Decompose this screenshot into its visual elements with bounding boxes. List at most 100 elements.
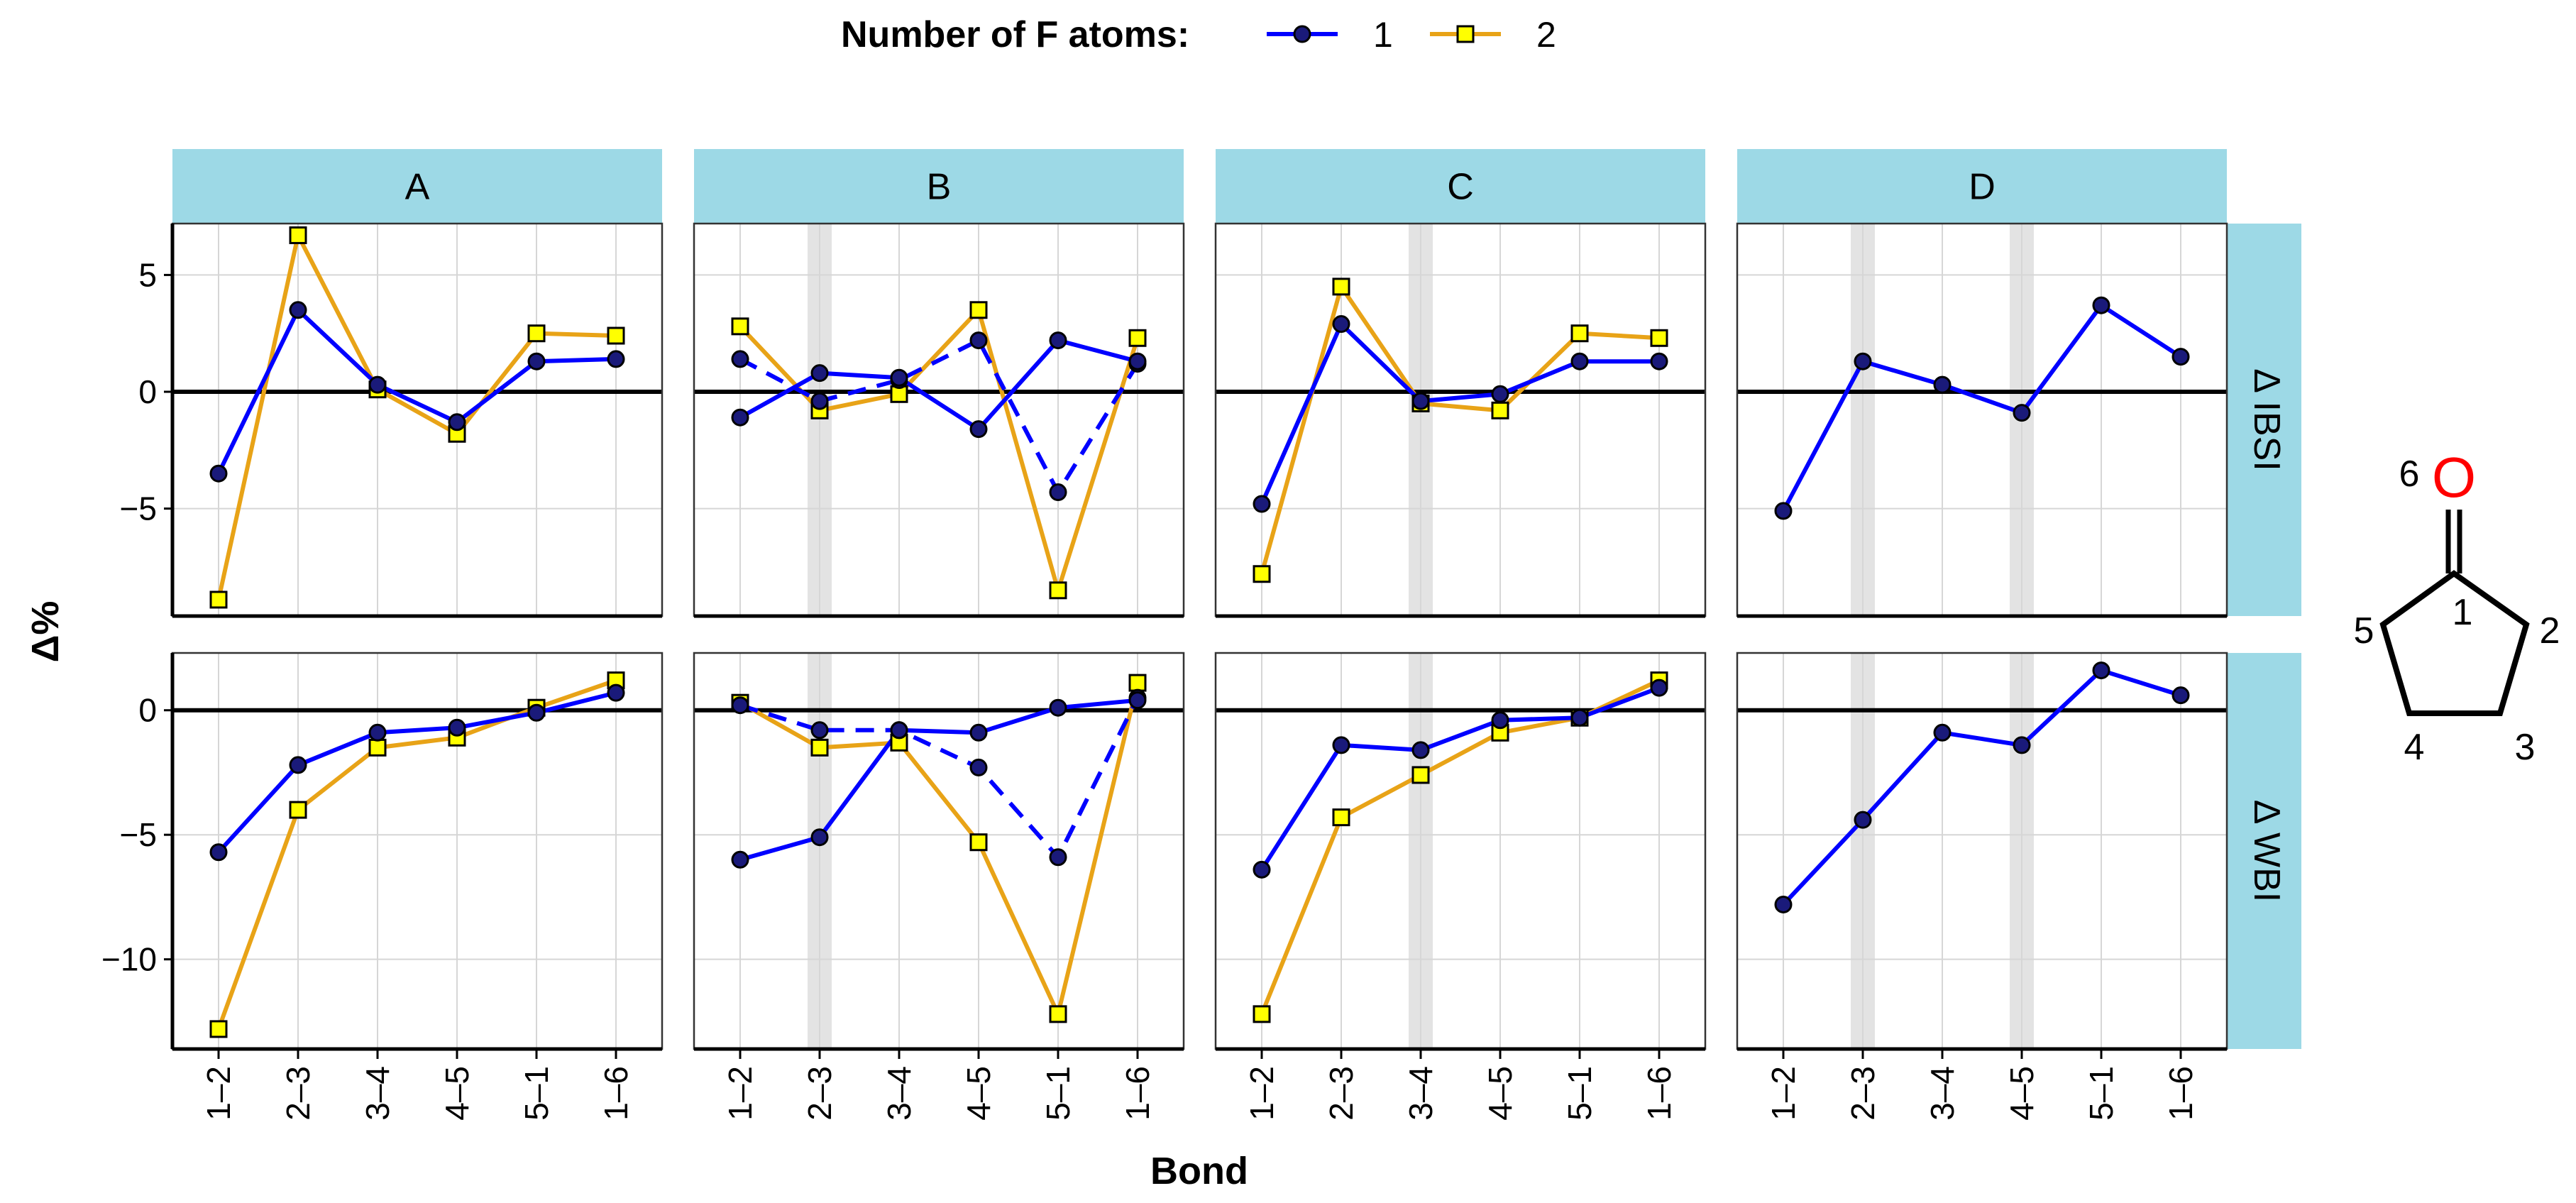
x-tick-label: 3–4 [1402,1066,1439,1121]
data-point-2 [810,738,829,757]
data-point-1 [810,721,829,740]
x-tick-label: 1–2 [1243,1066,1280,1121]
data-point-1 [368,375,387,394]
series-line-2 [216,233,617,600]
data-point-1 [1650,679,1668,697]
data-point-1 [1253,860,1271,879]
y-axis-title: Δ% [24,601,67,663]
data-point-1 [1049,331,1067,350]
x-tick-label: 5–1 [518,1066,555,1121]
data-point-2 [289,226,307,244]
data-point-1 [1650,352,1668,370]
data-point-1 [448,413,466,432]
data-point-2 [289,801,307,819]
data-point-1 [527,352,546,370]
data-point-1 [731,850,749,869]
data-point-1 [1332,315,1350,334]
legend: Number of F atoms: 1 2 [841,14,1556,55]
series-line-1 [739,698,1138,862]
x-tick-label: 1–2 [722,1066,759,1121]
panel-c-0 [1214,222,1707,618]
series-line-1 [216,307,617,475]
series-line-1 [216,691,617,854]
row-strip-0 [2227,224,2301,616]
x-tick-label: 5–1 [2083,1066,2120,1121]
data-point-2 [527,324,546,343]
x-tick-label: 1–6 [1119,1066,1156,1121]
x-tick-label: 1–2 [1765,1066,1802,1121]
series-line-1 [1260,322,1659,505]
series-line-1 [739,338,1138,432]
data-point-1 [448,718,466,737]
oxygen-label: O [2432,446,2476,509]
legend-label-1: 1 [1373,15,1393,55]
column-strip-label-a: A [405,167,430,208]
data-point-2 [209,1020,228,1038]
data-point-1 [607,350,625,368]
data-point-2 [209,590,228,609]
data-point-1 [209,464,228,483]
x-tick-label: 2–3 [280,1066,317,1121]
data-point-1 [1128,352,1147,370]
legend-title: Number of F atoms: [841,14,1189,55]
x-tick-label: 3–4 [881,1066,918,1121]
y-tick-label: 0 [138,692,157,729]
y-tick-label: −5 [120,490,157,527]
panel-c-1: 1–2 2–3 3–4 4–5 5–1 1–6 [1214,652,1707,1121]
data-point-2 [607,326,625,345]
data-point-2 [368,738,387,757]
x-axis-title: Bond [1150,1150,1248,1192]
series-line-2 [1260,284,1660,575]
data-point-1 [1854,352,1872,370]
data-point-1 [1570,708,1589,727]
atom-label-3: 3 [2515,727,2536,768]
data-point-1 [1933,375,1952,394]
legend-marker-2 [1456,25,1475,43]
data-point-1 [289,301,307,319]
panel-d-1: 1–2 2–3 3–4 4–5 5–1 1–6 [1736,652,2228,1121]
data-point-1 [1128,691,1147,710]
atom-label-4: 4 [2404,727,2425,768]
data-point-1 [1253,495,1271,513]
x-tick-label: 4–5 [439,1066,475,1121]
data-point-1 [2092,661,2110,680]
data-point-1 [2172,686,2190,705]
y-tick-label: 0 [138,373,157,410]
data-point-2 [1253,565,1271,583]
legend-key-2: 2 [1430,15,1556,55]
row-strip-label-0: Δ IBSI [2246,368,2287,471]
column-strip-c [1216,149,1705,224]
column-strip-label-d: D [1969,167,1996,208]
column-strip-label-b: B [927,167,952,208]
atom-label-1: 1 [2453,592,2473,633]
data-point-2 [1491,401,1509,419]
data-point-2 [1570,324,1589,343]
x-tick-label: 4–5 [1482,1066,1519,1121]
x-tick-label: 1–6 [1641,1066,1678,1121]
row-strip-1 [2227,653,2301,1049]
atom-label-6: 6 [2399,454,2420,495]
x-tick-label: 2–3 [1323,1066,1360,1121]
series-line-2 [216,678,617,1030]
x-tick-label: 1–2 [200,1066,237,1121]
chart-panels: A B C D Δ IBSI Δ WBI −5 0 5 −10 −5 0 1–2 2–3 3–4 4–5 5–1… [101,149,2301,1121]
data-point-2 [969,301,988,319]
series-line-1 [1260,686,1661,871]
x-tick-label: 1–6 [598,1066,634,1121]
series-line-1-dashed [739,696,1140,859]
x-tick-label: 2–3 [801,1066,838,1121]
data-point-1 [1491,385,1509,403]
data-point-1 [1411,741,1430,759]
data-point-1 [810,364,829,383]
data-point-1 [1491,711,1509,730]
series-line-2 [739,682,1140,1016]
data-point-1 [1570,352,1589,370]
x-tick-label: 5–1 [1561,1066,1598,1121]
column-strip-label-c: C [1447,167,1474,208]
data-point-2 [1411,766,1430,784]
series-line-1-dashed [739,338,1140,495]
atom-label-2: 2 [2540,610,2560,652]
data-point-1 [1332,736,1350,754]
data-point-1 [731,696,749,715]
data-point-2 [969,833,988,852]
